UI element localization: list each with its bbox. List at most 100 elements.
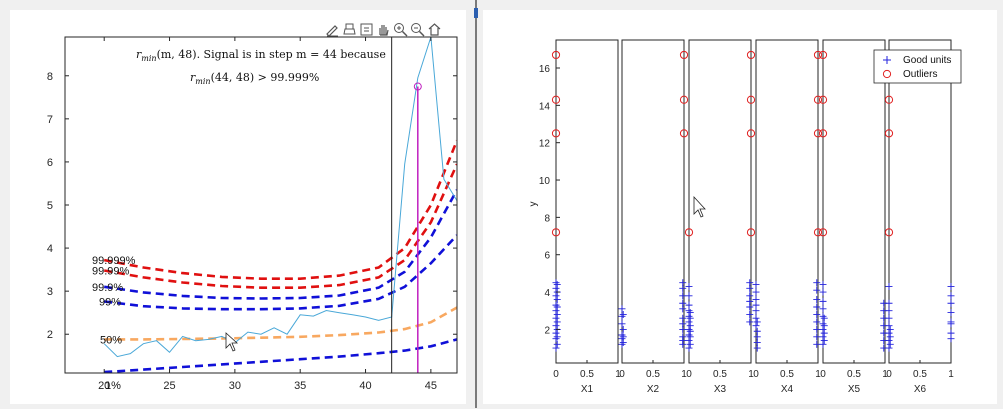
- good-unit-point: [885, 329, 893, 337]
- good-unit-point: [619, 310, 627, 318]
- good-unit-point: [819, 281, 827, 289]
- outlier-point: [746, 95, 756, 104]
- scatter-panel-4: 0 0.5 1 X4: [752, 39, 823, 395]
- good-unit-point: [679, 314, 687, 322]
- x-tick-label: 1: [882, 369, 888, 380]
- good-unit-point: [819, 312, 827, 320]
- good-unit-point: [947, 329, 955, 337]
- good-unit-point: [813, 303, 821, 311]
- good-unit-point: [553, 318, 561, 326]
- good-unit-point: [819, 320, 827, 328]
- x-tick-label: 0.5: [713, 369, 727, 380]
- panel-box: [822, 39, 886, 364]
- good-unit-point: [752, 296, 760, 304]
- good-unit-point: [947, 292, 955, 300]
- panel-box: [621, 39, 685, 364]
- good-unit-point: [553, 281, 561, 289]
- x-tick-label: 1: [615, 369, 621, 380]
- good-unit-point: [886, 340, 894, 348]
- scatter-panel-6: 0 0.5 1 X6: [884, 39, 955, 395]
- zoom-out-icon[interactable]: [410, 22, 425, 37]
- y-tick-label: 3: [47, 286, 53, 298]
- good-unit-point: [679, 333, 687, 341]
- panel-box: [555, 39, 619, 364]
- band-label-99.999%: 99.999%: [92, 255, 136, 267]
- good-unit-point: [813, 296, 821, 304]
- outlier-point: [746, 228, 756, 237]
- export-icon[interactable]: [359, 22, 374, 37]
- outlier-point: [818, 50, 828, 60]
- outlier-point: [884, 228, 894, 237]
- x-tick-label: 25: [163, 380, 175, 392]
- axes-box: [64, 36, 458, 374]
- x-tick-label: 40: [359, 380, 371, 392]
- good-unit-point: [947, 299, 955, 307]
- good-unit-point: [819, 333, 827, 341]
- signal-marker: [413, 82, 422, 91]
- good-unit-point: [746, 318, 754, 326]
- outlier-point: [813, 50, 823, 60]
- good-unit-point: [819, 305, 827, 313]
- outlier-point: [551, 129, 561, 138]
- good-unit-point: [552, 329, 560, 337]
- outlier-point: [818, 228, 828, 237]
- mouse-cursor: [225, 332, 239, 352]
- print-icon[interactable]: [342, 22, 357, 37]
- good-unit-point: [753, 318, 761, 326]
- y-tick-label: 14: [539, 101, 551, 112]
- outlier-point: [813, 228, 823, 237]
- outlier-point: [818, 129, 828, 138]
- good-unit-point: [885, 337, 893, 345]
- good-unit-point: [820, 337, 828, 345]
- x-tick-label: 45: [425, 380, 437, 392]
- good-unit-point: [947, 309, 955, 317]
- outlier-point: [551, 50, 561, 60]
- band-line-99.9%: [104, 189, 457, 300]
- y-tick-label: 16: [539, 64, 551, 75]
- x-tick-label: 1: [748, 369, 754, 380]
- band-label-50%: 50%: [100, 334, 122, 346]
- y-tick-label: 2: [544, 325, 550, 336]
- scatter-panel-3: 0 0.5 1 X3: [684, 39, 756, 395]
- edit-icon[interactable]: [325, 22, 340, 37]
- legend-outlier-label: Outliers: [903, 69, 937, 80]
- y-axis-label: y: [528, 202, 539, 207]
- good-unit-point: [813, 325, 821, 333]
- good-unit-point: [753, 327, 761, 335]
- good-unit-point: [685, 282, 693, 290]
- panel-xlabel: X3: [714, 384, 727, 395]
- good-unit-point: [819, 340, 827, 348]
- zoom-in-icon[interactable]: [393, 22, 408, 37]
- good-unit-point: [685, 301, 693, 309]
- good-unit-point: [686, 340, 694, 348]
- band-label-99%: 99%: [99, 296, 121, 308]
- outlier-point: [551, 95, 561, 104]
- outlier-point: [746, 129, 756, 138]
- outlier-point: [746, 50, 756, 60]
- good-unit-point: [885, 314, 893, 322]
- x-tick-label: 0.5: [646, 369, 660, 380]
- good-unit-point: [820, 329, 828, 337]
- signal-line: [103, 37, 457, 358]
- x-tick-label: 35: [294, 380, 306, 392]
- good-unit-point: [813, 286, 821, 294]
- good-unit-point: [813, 279, 821, 287]
- panel-box: [888, 39, 952, 364]
- x-tick-label: 0: [753, 369, 759, 380]
- legend-outlier-marker: [882, 69, 892, 79]
- window-divider[interactable]: [472, 0, 481, 408]
- x-tick-label: 0: [886, 369, 892, 380]
- home-icon[interactable]: [427, 22, 442, 37]
- left-figure-canvas: 2 3 4 5 6 7 8 20 25 30 35 40 45 99.999% 99.99% 99.9% 99%…: [10, 10, 466, 404]
- good-unit-point: [552, 292, 560, 300]
- good-unit-point: [819, 288, 827, 296]
- good-unit-point: [679, 279, 687, 287]
- good-unit-point: [813, 310, 821, 318]
- good-unit-point: [819, 297, 827, 305]
- good-unit-point: [746, 310, 754, 318]
- pan-icon[interactable]: [376, 22, 391, 37]
- good-unit-point: [947, 282, 955, 290]
- panel-box: [755, 39, 819, 364]
